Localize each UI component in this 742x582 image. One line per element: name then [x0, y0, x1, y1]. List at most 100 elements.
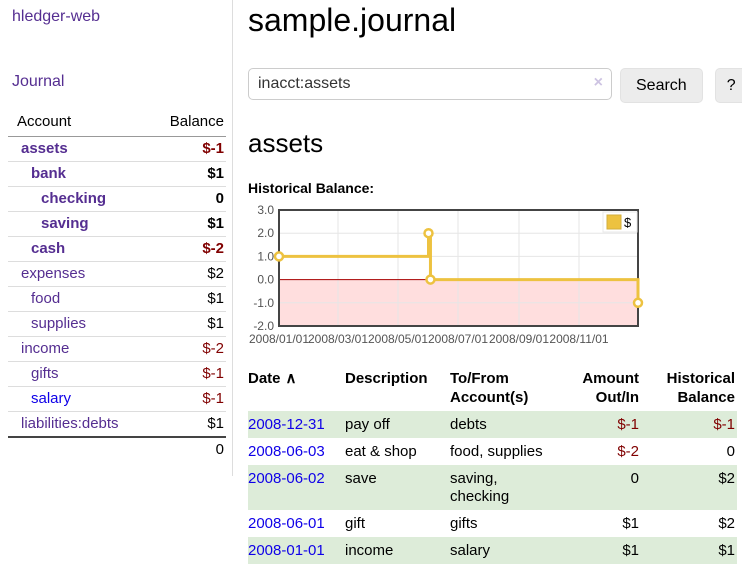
account-cell: salary	[8, 386, 146, 412]
transaction-date-cell: 2008-06-02	[248, 465, 345, 510]
transaction-date-link[interactable]: 2008-06-03	[248, 443, 325, 460]
transaction-date-cell: 2008-06-03	[248, 438, 345, 465]
account-link[interactable]: expenses	[21, 265, 86, 282]
register-header-date[interactable]: Date ∧	[248, 370, 297, 387]
account-cell: saving	[8, 211, 146, 237]
register-header-balance: Historical Balance	[666, 370, 735, 406]
app-window: hledger-web Journal Account Balance asse…	[0, 0, 742, 564]
account-link[interactable]: supplies	[31, 315, 87, 332]
transaction-amount: $-2	[617, 443, 639, 460]
chart-title: Historical Balance:	[248, 180, 375, 196]
account-balance: $1	[145, 411, 226, 437]
account-link[interactable]: food	[31, 290, 61, 307]
account-balance: $1	[145, 161, 226, 187]
sidebar: hledger-web Journal Account Balance asse…	[0, 0, 233, 476]
x-tick-label: 2008/07/01	[428, 332, 488, 346]
account-row: supplies $1	[8, 311, 226, 337]
plot-border	[278, 209, 639, 327]
transaction-date-link[interactable]: 2008-12-31	[248, 416, 325, 433]
transaction-description: pay off	[345, 416, 390, 433]
account-link[interactable]: cash	[31, 240, 66, 257]
register-header-row: Date ∧ Description To/From Account(s) Amo…	[248, 367, 737, 411]
account-balance: $-1	[145, 386, 226, 412]
account-link[interactable]: salary	[31, 390, 72, 407]
accounts-header-row: Account Balance	[8, 110, 226, 137]
transaction-date-link[interactable]: 2008-06-01	[248, 515, 325, 532]
account-link[interactable]: liabilities:debts	[21, 415, 119, 432]
transaction-date-cell: 2008-01-01	[248, 537, 345, 564]
account-row: income $-2	[8, 336, 226, 362]
register-header-amount: Amount Out/In	[582, 370, 639, 406]
transaction-row: 2008-01-01 income salary $1 $1	[248, 537, 737, 564]
account-row: cash $-2	[8, 236, 226, 262]
balance-chart: $3.0 2.0 1.0 0.0 -1.0 -2.0 2008/01/01 2008/03/0…	[248, 203, 742, 354]
transaction-amount: 0	[630, 470, 639, 487]
account-row: salary $-1	[8, 386, 226, 412]
account-balance: $1	[145, 311, 226, 337]
help-button[interactable]: ?	[714, 68, 742, 103]
account-cell: cash	[8, 236, 146, 262]
account-row: saving $1	[8, 211, 226, 237]
account-balance: $-1	[145, 361, 226, 387]
register-header-accounts: To/From Account(s)	[450, 370, 529, 406]
y-tick-label: 0.0	[257, 273, 274, 287]
account-cell: gifts	[8, 361, 146, 387]
accounts-total-spacer	[8, 436, 146, 462]
y-tick-label: 2.0	[257, 226, 274, 240]
account-cell: expenses	[8, 261, 146, 287]
transaction-balance: 0	[726, 443, 735, 460]
account-cell: income	[8, 336, 146, 362]
transaction-date-link[interactable]: 2008-06-02	[248, 470, 325, 487]
account-row: food $1	[8, 286, 226, 312]
x-tick-label: 2008/11/01	[549, 332, 608, 346]
account-balance: 0	[145, 186, 226, 212]
y-tick-label: -2.0	[253, 319, 274, 333]
app-brand-link[interactable]: hledger-web	[12, 8, 101, 25]
transaction-balance: $1	[718, 542, 735, 559]
transaction-accounts: debts	[450, 416, 487, 433]
x-tick-label: 2008/05/01	[368, 332, 428, 346]
account-balance: $-2	[145, 336, 226, 362]
accounts-header-account: Account	[8, 110, 146, 137]
transaction-accounts: gifts	[450, 515, 478, 532]
account-link[interactable]: gifts	[31, 365, 59, 382]
data-point-marker	[632, 297, 644, 309]
transaction-row: 2008-06-01 gift gifts $1 $2	[248, 510, 737, 537]
clear-search-icon[interactable]: ×	[593, 74, 603, 91]
balance-chart-svg: $3.0 2.0 1.0 0.0 -1.0 -2.02008/01/012008/03/0…	[249, 203, 644, 346]
account-cell: food	[8, 286, 146, 312]
accounts-total-row: 0	[8, 436, 226, 462]
account-row: assets $-1	[8, 137, 226, 162]
account-link[interactable]: checking	[41, 190, 107, 207]
data-point-marker	[273, 251, 285, 262]
y-tick-label: 3.0	[257, 204, 274, 217]
register-header-description: Description	[345, 370, 428, 387]
transaction-description: income	[345, 542, 394, 559]
register-account-heading: assets	[248, 128, 324, 158]
account-link[interactable]: income	[21, 340, 70, 357]
legend-swatch	[606, 214, 622, 230]
account-link[interactable]: bank	[31, 165, 67, 182]
account-link[interactable]: assets	[21, 140, 68, 157]
transaction-description: gift	[345, 515, 366, 532]
account-balance: $1	[145, 211, 226, 237]
sidebar-item-journal[interactable]: Journal	[12, 73, 65, 90]
transaction-row: 2008-06-02 save saving, checking 0 $2	[248, 465, 737, 510]
accounts-total-value: 0	[145, 436, 226, 462]
transaction-date-link[interactable]: 2008-01-01	[248, 542, 325, 559]
x-tick-label: 2008/09/01	[489, 332, 549, 346]
register-table: Date ∧ Description To/From Account(s) Amo…	[248, 367, 737, 564]
x-tick-label: 2008/01/01	[249, 332, 309, 346]
search-button[interactable]: Search	[620, 68, 703, 103]
account-link[interactable]: saving	[41, 215, 89, 232]
search-input[interactable]	[248, 68, 612, 100]
page-title: sample.journal	[248, 2, 457, 38]
transaction-balance: $2	[718, 470, 735, 487]
y-tick-label: 1.0	[257, 249, 274, 263]
account-row: gifts $-1	[8, 361, 226, 387]
accounts-table: Account Balance assets $-1 bank $1 checking 0…	[8, 110, 226, 462]
x-tick-label: 2008/03/01	[308, 332, 368, 346]
data-point-marker	[423, 227, 434, 239]
accounts-header-balance: Balance	[145, 110, 226, 137]
transaction-balance: $2	[718, 515, 735, 532]
